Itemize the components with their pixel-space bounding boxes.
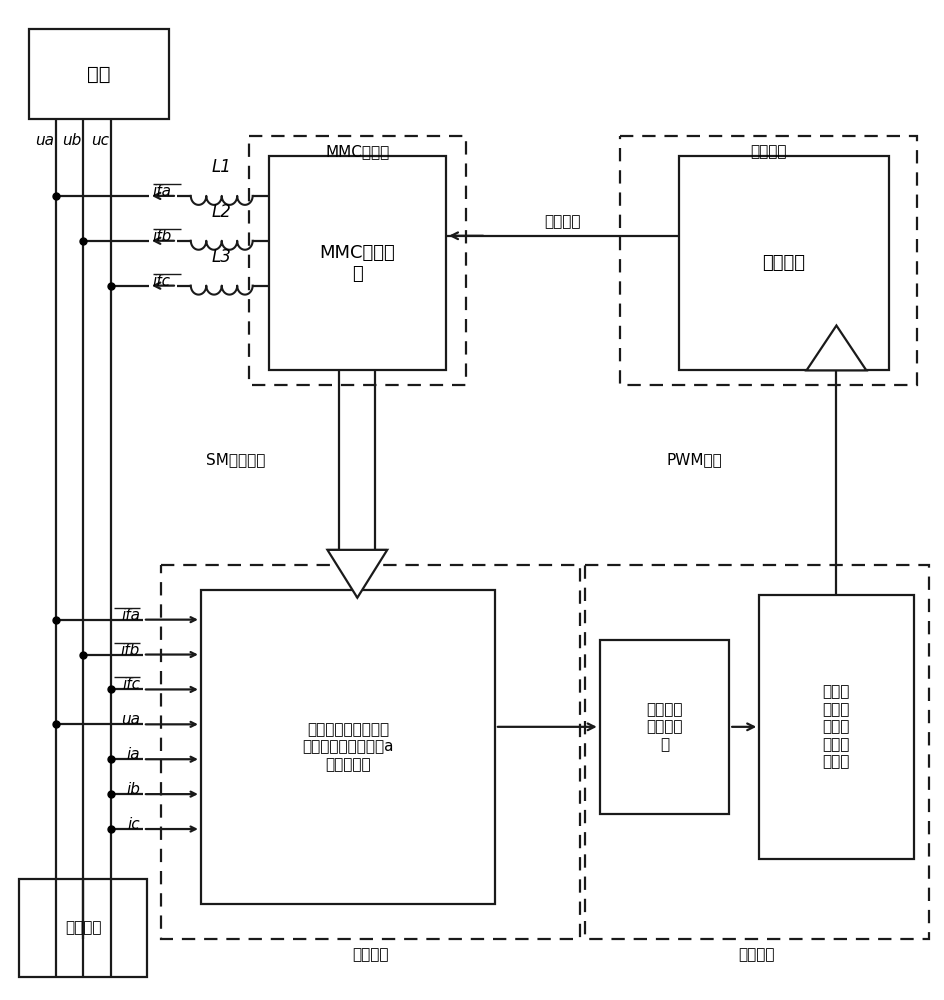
Bar <box>269 156 447 370</box>
Text: PWM信号: PWM信号 <box>666 453 722 468</box>
Text: L2: L2 <box>211 203 231 221</box>
Text: ia: ia <box>126 747 140 762</box>
Text: 驱动模块: 驱动模块 <box>763 254 805 272</box>
Text: SM电容电压: SM电容电压 <box>206 453 265 468</box>
Text: 检测电路: 检测电路 <box>352 947 389 962</box>
Text: 阻感负载: 阻感负载 <box>65 920 101 935</box>
Text: uc: uc <box>91 133 110 148</box>
Bar <box>619 136 917 385</box>
Polygon shape <box>806 326 867 370</box>
Text: 电压、电
流前馈解
耦: 电压、电 流前馈解 耦 <box>647 702 683 752</box>
Text: ifb: ifb <box>121 643 140 658</box>
Text: ifc: ifc <box>122 677 140 692</box>
Text: L1: L1 <box>211 158 231 176</box>
Text: L3: L3 <box>211 248 231 266</box>
Text: 基于载
波移相
的优化
电压平
衡控制: 基于载 波移相 的优化 电压平 衡控制 <box>823 685 851 769</box>
Text: ifa: ifa <box>153 184 172 199</box>
Bar <box>19 879 147 977</box>
Bar <box>584 565 929 939</box>
Text: 检测补偿电流、负载
电流、子模块电压、a
相电网电压: 检测补偿电流、负载 电流、子模块电压、a 相电网电压 <box>302 722 394 772</box>
Text: ib: ib <box>126 782 140 797</box>
Text: ic: ic <box>127 817 140 832</box>
Text: ifa: ifa <box>121 608 140 623</box>
Text: ifb: ifb <box>153 229 172 244</box>
Text: 驱动电路: 驱动电路 <box>750 145 786 160</box>
Text: MMC拓扑结
构: MMC拓扑结 构 <box>319 244 396 283</box>
Text: 电网: 电网 <box>88 65 110 84</box>
Bar <box>599 640 730 814</box>
Text: ua: ua <box>35 133 54 148</box>
Bar <box>248 136 466 385</box>
Text: ua: ua <box>121 712 140 727</box>
Bar <box>29 29 169 119</box>
Bar <box>201 590 495 904</box>
Text: ub: ub <box>62 133 81 148</box>
Text: 驱动信号: 驱动信号 <box>545 214 581 229</box>
Text: ifc: ifc <box>153 274 171 289</box>
Bar <box>759 595 914 859</box>
Bar <box>160 565 580 939</box>
Bar <box>680 156 888 370</box>
Text: MMC换流器: MMC换流器 <box>326 145 390 160</box>
Polygon shape <box>328 550 387 598</box>
Text: 控制电路: 控制电路 <box>738 947 775 962</box>
